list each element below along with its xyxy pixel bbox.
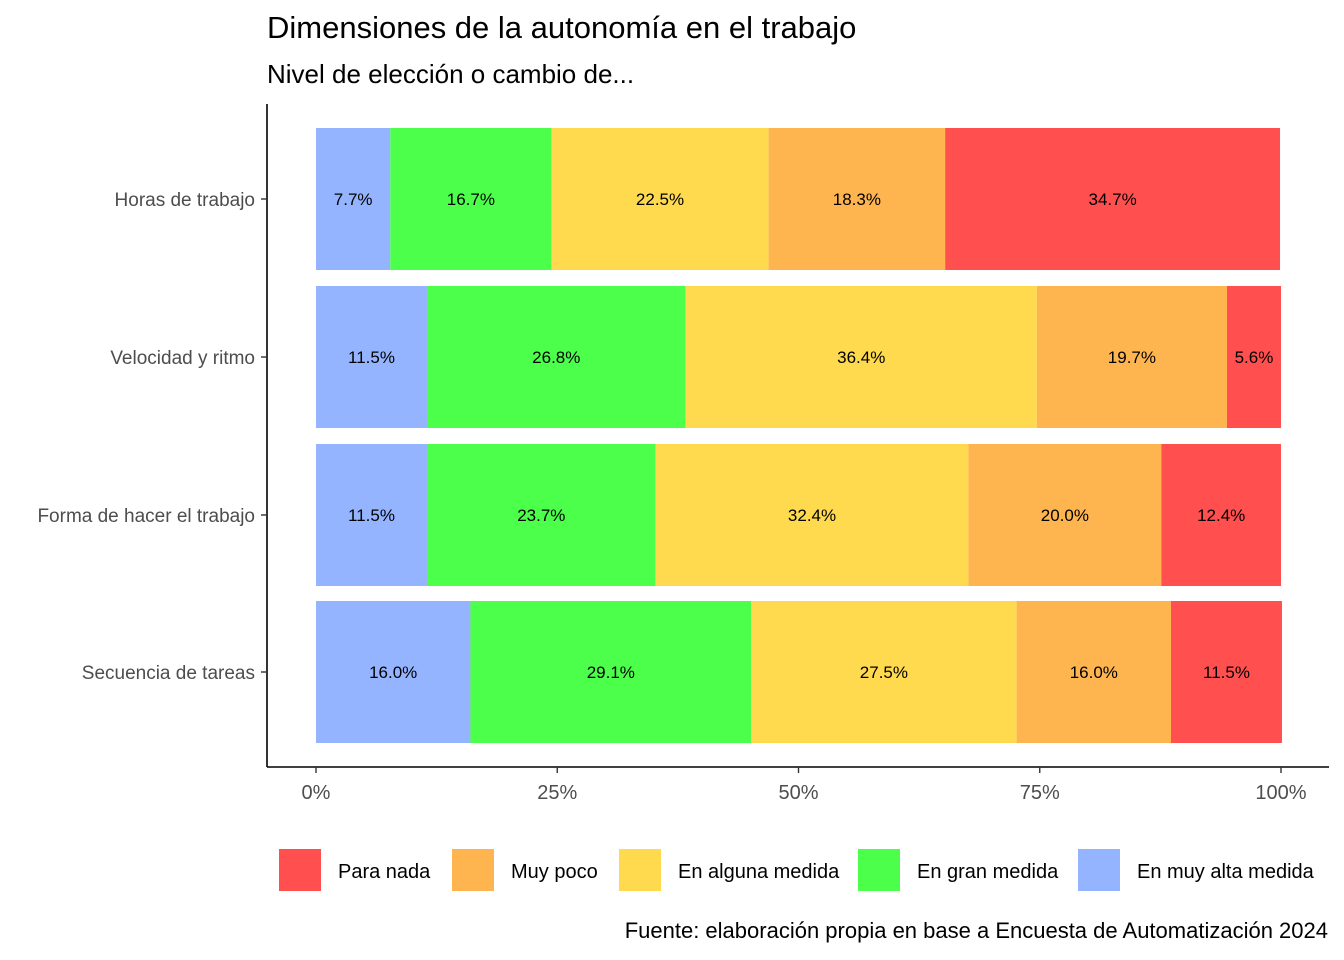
x-tick-label: 75% — [1020, 782, 1060, 804]
bar-forma-de-hacer-el-trabajo-en-muy-alta-medida — [316, 444, 427, 586]
bar-label-velocidad-y-ritmo-para-nada: 5.6% — [1235, 348, 1274, 367]
chart-caption: Fuente: elaboración propia en base a Enc… — [624, 918, 1328, 943]
bar-label-forma-de-hacer-el-trabajo-en-muy-alta-medida: 11.5% — [348, 506, 395, 525]
bar-forma-de-hacer-el-trabajo-para-nada — [1161, 444, 1281, 586]
bar-secuencia-de-tareas-en-muy-alta-medida — [316, 601, 471, 743]
y-tick-label: Horas de trabajo — [115, 190, 255, 211]
bar-secuencia-de-tareas-muy-poco — [1016, 601, 1171, 743]
bar-label-secuencia-de-tareas-en-muy-alta-medida: 16.0% — [369, 663, 417, 682]
bar-forma-de-hacer-el-trabajo-en-gran-medida — [426, 444, 656, 586]
bar-label-secuencia-de-tareas-en-alguna-medida: 27.5% — [860, 663, 908, 682]
y-tick-label: Velocidad y ritmo — [110, 348, 255, 369]
bar-velocidad-y-ritmo-para-nada — [1226, 286, 1281, 428]
bar-horas-de-trabajo-para-nada — [945, 128, 1281, 270]
x-tick-label: 100% — [1255, 782, 1306, 804]
legend-label-en-alguna-medida: En alguna medida — [678, 861, 840, 883]
x-tick-label: 0% — [302, 782, 331, 804]
bar-label-horas-de-trabajo-en-alguna-medida: 22.5% — [636, 190, 684, 209]
bar-label-horas-de-trabajo-en-muy-alta-medida: 7.7% — [334, 190, 373, 209]
bar-velocidad-y-ritmo-en-muy-alta-medida — [316, 286, 427, 428]
bar-label-secuencia-de-tareas-para-nada: 11.5% — [1203, 663, 1250, 682]
legend-label-para-nada: Para nada — [338, 861, 431, 883]
bar-label-velocidad-y-ritmo-en-alguna-medida: 36.4% — [837, 348, 885, 367]
bar-label-forma-de-hacer-el-trabajo-en-gran-medida: 23.7% — [517, 506, 565, 525]
bar-secuencia-de-tareas-para-nada — [1170, 601, 1282, 743]
x-tick-label: 50% — [778, 782, 818, 804]
bar-velocidad-y-ritmo-en-gran-medida — [426, 286, 686, 428]
bar-secuencia-de-tareas-en-gran-medida — [470, 601, 752, 743]
legend-label-muy-poco: Muy poco — [511, 861, 598, 883]
bar-label-velocidad-y-ritmo-en-muy-alta-medida: 11.5% — [348, 348, 395, 367]
bar-forma-de-hacer-el-trabajo-muy-poco — [968, 444, 1162, 586]
legend-key-en-alguna-medida — [619, 849, 661, 891]
bar-label-velocidad-y-ritmo-muy-poco: 19.7% — [1108, 348, 1156, 367]
bar-label-horas-de-trabajo-en-gran-medida: 16.7% — [447, 190, 495, 209]
bar-label-horas-de-trabajo-muy-poco: 18.3% — [833, 190, 881, 209]
bar-horas-de-trabajo-en-gran-medida — [390, 128, 552, 270]
y-tick-label: Forma de hacer el trabajo — [37, 506, 255, 527]
bar-velocidad-y-ritmo-en-alguna-medida — [685, 286, 1037, 428]
bar-forma-de-hacer-el-trabajo-en-alguna-medida — [655, 444, 969, 586]
legend-key-en-muy-alta-medida — [1078, 849, 1120, 891]
bar-label-forma-de-hacer-el-trabajo-para-nada: 12.4% — [1197, 506, 1245, 525]
bar-label-secuencia-de-tareas-muy-poco: 16.0% — [1070, 663, 1118, 682]
y-tick-label: Secuencia de tareas — [82, 663, 255, 684]
bar-horas-de-trabajo-en-alguna-medida — [551, 128, 769, 270]
bar-horas-de-trabajo-muy-poco — [768, 128, 946, 270]
x-tick-label: 25% — [537, 782, 577, 804]
bar-label-secuencia-de-tareas-en-gran-medida: 29.1% — [587, 663, 635, 682]
legend-label-en-gran-medida: En gran medida — [917, 861, 1059, 883]
bar-label-forma-de-hacer-el-trabajo-muy-poco: 20.0% — [1041, 506, 1089, 525]
chart-subtitle: Nivel de elección o cambio de... — [267, 59, 635, 89]
bar-label-velocidad-y-ritmo-en-gran-medida: 26.8% — [532, 348, 580, 367]
legend-key-muy-poco — [452, 849, 494, 891]
bar-velocidad-y-ritmo-muy-poco — [1036, 286, 1227, 428]
bar-label-forma-de-hacer-el-trabajo-en-alguna-medida: 32.4% — [788, 506, 836, 525]
bar-horas-de-trabajo-en-muy-alta-medida — [316, 128, 391, 270]
legend-key-en-gran-medida — [858, 849, 900, 891]
legend-label-en-muy-alta-medida: En muy alta medida — [1137, 861, 1315, 883]
bar-label-horas-de-trabajo-para-nada: 34.7% — [1089, 190, 1137, 209]
bar-secuencia-de-tareas-en-alguna-medida — [751, 601, 1017, 743]
chart-title: Dimensiones de la autonomía en el trabaj… — [267, 10, 857, 45]
legend-key-para-nada — [279, 849, 321, 891]
